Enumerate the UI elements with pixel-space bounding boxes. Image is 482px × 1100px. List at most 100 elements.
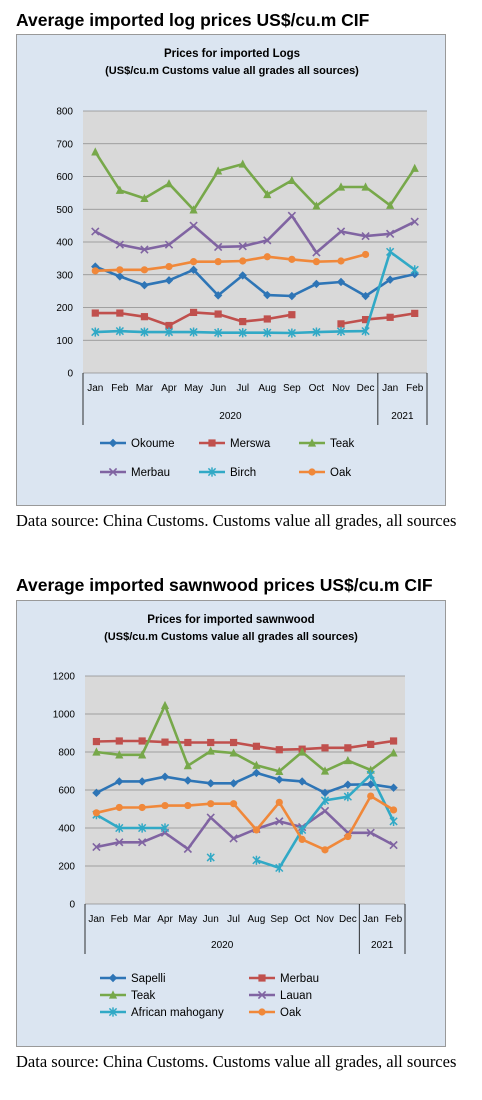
x-tick-label: Jan [363, 914, 379, 925]
series-okoume [91, 262, 419, 301]
data-point [229, 779, 238, 788]
data-point [252, 760, 261, 769]
data-point [312, 279, 321, 289]
data-point [389, 816, 398, 826]
data-point [320, 795, 330, 806]
data-point [115, 272, 125, 281]
data-point [164, 240, 174, 249]
legend-marker-african-mahogany [100, 1007, 126, 1017]
data-point [165, 321, 173, 330]
series-line [95, 253, 366, 273]
data-point [275, 798, 283, 806]
data-point [140, 281, 149, 290]
data-point [115, 737, 123, 745]
data-point [361, 182, 370, 191]
data-point [92, 747, 101, 756]
data-point [239, 257, 247, 265]
legend-marker-sapelli [100, 973, 126, 983]
data-point [116, 266, 124, 274]
data-point [263, 189, 272, 199]
legend-marker-teak [100, 990, 126, 999]
legend-marker-merbau [249, 974, 275, 982]
data-point [287, 291, 297, 301]
y-tick-label: 800 [58, 748, 75, 759]
x-tick-label: Jul [236, 383, 249, 394]
y-tick-label: 500 [56, 205, 73, 216]
data-point [263, 328, 272, 338]
data-point [252, 768, 261, 778]
x-tick-label: Jul [227, 914, 240, 925]
data-point [385, 275, 395, 284]
legend-marker-lauan [249, 990, 275, 1000]
data-point [337, 257, 345, 265]
x-tick-label: Aug [248, 914, 266, 925]
y-tick-label: 400 [56, 238, 73, 249]
data-point [115, 823, 124, 833]
data-point [239, 317, 247, 326]
legend-label-okoume: Okoume [131, 438, 174, 450]
data-point [206, 852, 215, 863]
data-point [229, 834, 238, 843]
data-point [91, 262, 100, 271]
x-tick-label: Feb [406, 383, 424, 394]
series-line [96, 794, 395, 852]
data-point [160, 823, 170, 833]
data-point [138, 737, 146, 745]
series-african-mahogany [92, 770, 398, 873]
x-tick-label: Jun [203, 914, 219, 925]
data-point [92, 809, 101, 817]
y-tick-label: 200 [58, 862, 75, 873]
data-point [386, 247, 395, 257]
data-point [386, 200, 395, 209]
data-point [386, 313, 394, 321]
data-point [138, 823, 147, 833]
x-tick-label: Jan [88, 914, 104, 925]
data-point [366, 770, 375, 780]
data-point [298, 835, 306, 843]
series-merswa [91, 308, 419, 330]
chart-subtitle: (US$/cu.m Customs value all grades all s… [104, 631, 358, 643]
data-point [138, 803, 146, 812]
data-point [344, 744, 352, 752]
data-point [184, 738, 192, 747]
data-point [321, 846, 329, 854]
data-point [275, 746, 283, 754]
data-point [214, 310, 222, 318]
data-point [312, 201, 321, 210]
data-point [321, 744, 329, 752]
x-tick-label: Jan [382, 383, 398, 394]
series-line [95, 813, 165, 830]
data-point [238, 242, 247, 251]
data-point [336, 227, 346, 236]
data-point [115, 750, 124, 759]
data-point [214, 258, 222, 266]
data-point [91, 147, 100, 156]
y-tick-label: 700 [56, 139, 73, 150]
legend-marker-oak [299, 468, 325, 476]
data-point [336, 182, 346, 191]
data-point [116, 309, 124, 317]
legend-label-teak: Teak [131, 990, 156, 1002]
data-point [213, 291, 223, 300]
data-point [138, 750, 147, 759]
sawnwood-prices-chart: Prices for imported sawnwood (US$/cu.m Cu… [16, 600, 446, 1047]
x-tick-label: Aug [258, 383, 276, 394]
data-point [410, 163, 419, 172]
data-point [164, 179, 174, 188]
legend-label-sapelli: Sapelli [131, 973, 166, 985]
log-prices-heading: Average imported log prices US$/cu.m CIF [16, 10, 370, 30]
y-tick-label: 200 [56, 303, 73, 314]
data-point [161, 801, 169, 810]
data-point [91, 227, 100, 236]
data-point [206, 746, 215, 755]
data-point [298, 825, 307, 835]
data-point [213, 242, 223, 252]
data-point [361, 250, 370, 259]
data-point [189, 221, 198, 230]
x-tick-label: Feb [111, 914, 129, 925]
data-point [183, 776, 193, 785]
data-point [165, 262, 173, 271]
data-point [361, 291, 370, 301]
data-point [275, 817, 284, 826]
data-point [238, 159, 247, 168]
